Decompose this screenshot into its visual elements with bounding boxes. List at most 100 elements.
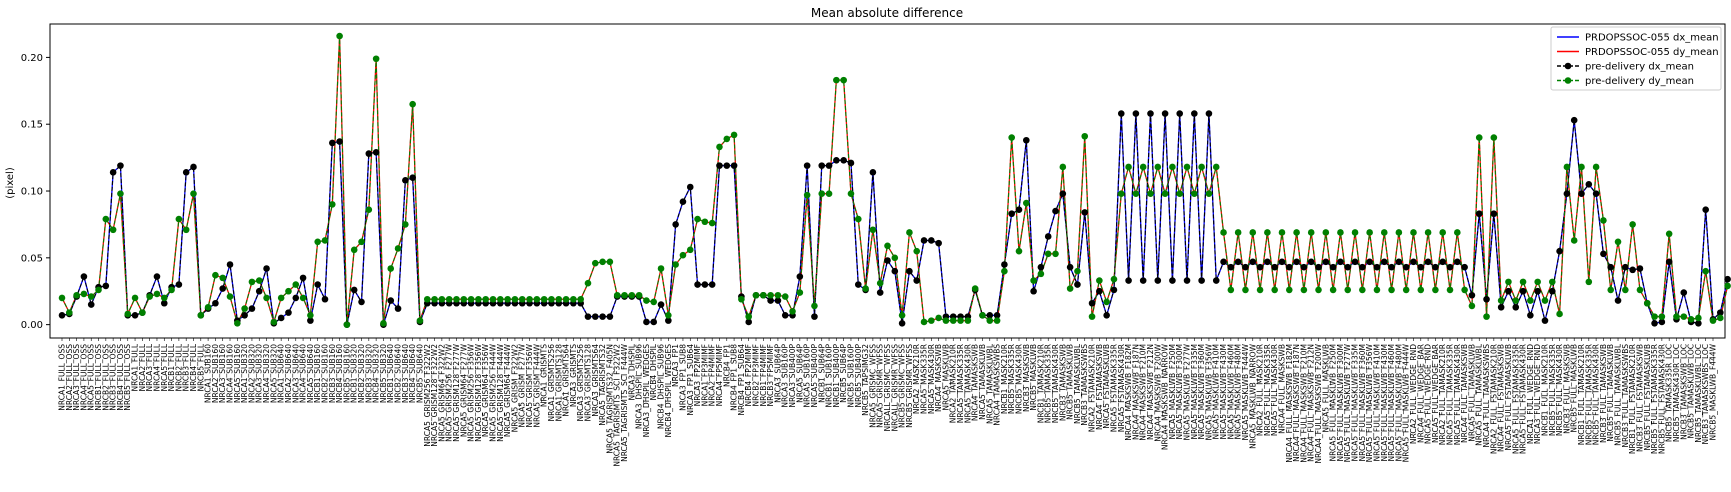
series-point-3: [833, 76, 840, 84]
x-tick-label: NRCA1_FULL_WEDGE_RND: [1526, 344, 1535, 444]
series-point-3: [1614, 238, 1622, 246]
x-tick-label: NRCA5_TAMASKLWBL: [985, 343, 994, 424]
series-point-3: [701, 218, 709, 226]
x-tick-label: NRCB5_FULL_TAMASKLWBL: [1614, 343, 1623, 446]
x-tick-label: NRCA3_FP1_SUB8: [678, 344, 687, 411]
series-point-2: [986, 311, 994, 319]
x-tick-label: NRCA5_GRISM_F444W: [532, 343, 541, 427]
x-tick-label: NRCB1_MASK210R: [1000, 344, 1009, 414]
series-point-3: [1527, 297, 1534, 304]
series-point-3: [299, 294, 307, 302]
x-tick-label: NRCA3_GRISMTS256: [576, 344, 585, 422]
x-tick-label: NRCB5_TAMASK335R_LOC: [1665, 344, 1674, 442]
series-point-3: [650, 298, 658, 306]
series-point-3: [971, 285, 979, 292]
series-point-3: [1417, 286, 1425, 294]
x-tick-label: NRCB5_SUB400P: [854, 344, 863, 408]
x-tick-label: NRCA4_FULL_TAMASKSWB: [1460, 344, 1469, 443]
x-tick-label: NRCB1_FULL_MASK210R: [1540, 344, 1549, 436]
x-tick-label: NRCA5_TAMASKLWB: [978, 344, 987, 420]
x-tick-label: NRCA2_TAMASK210R: [949, 344, 958, 423]
series-point-3: [1622, 286, 1629, 294]
x-tick-label: NRCA4_FULL_FSTAMASKSWB: [1497, 344, 1506, 452]
series-point-3: [1081, 132, 1089, 140]
series-point-2: [1066, 263, 1074, 271]
x-tick-label: NRCB5_TAMASKLWBL: [1073, 343, 1082, 424]
x-tick-label: NRCA5_FULL_FSTAMASK335R: [1511, 344, 1520, 454]
x-tick-label: NRCA5_GRISM_F322W2: [510, 344, 519, 433]
x-tick-label: NRCA5_MASKLWB_F480M: [1234, 344, 1243, 440]
series-point-2: [993, 311, 1001, 319]
series-point-3: [606, 258, 614, 266]
x-tick-label: NRCB3_FULL_TAMASKSWB: [1599, 344, 1608, 443]
x-tick-label: NRCA5_MASKLWB_F300M: [1175, 344, 1184, 440]
x-tick-label: NRCA5_MASKLWB_F444W: [1241, 343, 1250, 440]
series-point-3: [1373, 286, 1381, 294]
series-point-2: [1490, 210, 1498, 218]
x-tick-label: NRCA5_FULL_MASKLWB_F410M: [1372, 344, 1381, 461]
series-point-2: [672, 221, 679, 228]
series-point-2: [1074, 281, 1081, 288]
series-point-3: [1651, 313, 1658, 320]
x-tick-label: NRCB4_SUB160: [335, 344, 344, 403]
x-tick-label: NRCA5_FULL_FSTAMASK430R: [1519, 344, 1528, 454]
series-point-3: [314, 238, 321, 246]
series-point-3: [1147, 190, 1154, 197]
x-tick-label: NRCB5_TAMASKLWBL_LOC: [1694, 344, 1703, 443]
legend-marker-2: [1564, 62, 1572, 70]
series-point-3: [1300, 286, 1308, 294]
series-point-3: [321, 237, 329, 244]
series-point-3: [1023, 199, 1030, 207]
y-tick-label: 0.15: [21, 120, 43, 131]
series-point-2: [1044, 233, 1052, 240]
x-tick-label: NRCB5_TAMASK430R: [1051, 344, 1060, 423]
series-point-2: [1008, 210, 1015, 218]
x-tick-label: NRCA5_GRISM64_F277W: [459, 343, 468, 437]
x-tick-label: NRCB2_FP3MIMF: [752, 344, 761, 406]
x-tick-label: NRCB1_FULL_FSTAMASK210R: [1628, 344, 1637, 454]
x-tick-label: NRCA1_SUB160: [204, 344, 213, 403]
series-point-2: [818, 162, 826, 169]
series-point-3: [1117, 190, 1125, 197]
x-tick-label: NRCB1_SUB160: [313, 344, 322, 403]
series-point-2: [643, 318, 650, 326]
series-point-2: [248, 305, 256, 312]
x-tick-label: NRCA5_MASKLWB_F360M: [1197, 344, 1206, 440]
x-tick-label: NRCA5_GRISM256_F322W2: [423, 344, 432, 447]
x-tick-label: NRCA3_FP1: [671, 344, 680, 387]
x-tick-label: NRCB5_SUB160: [342, 344, 351, 403]
series-point-3: [1424, 229, 1432, 236]
series-point-3: [1030, 277, 1037, 284]
y-tick-label: 0.10: [21, 187, 43, 198]
series-point-3: [402, 221, 409, 228]
x-tick-label: NRCA2_MASK210R: [912, 344, 921, 414]
series-point-2: [1417, 263, 1425, 271]
x-tick-label: NRCA5_FULL_MASKLWB_F356W: [1365, 343, 1374, 462]
x-tick-label: NRCA5_FULL_MASK335R: [1263, 344, 1272, 436]
x-tick-label: NRCB3_FULL: [182, 343, 191, 391]
series-point-3: [80, 290, 88, 298]
series-point-3: [767, 291, 774, 299]
series-point-3: [672, 261, 679, 268]
series-point-2: [1483, 295, 1490, 303]
x-tick-label: NRCB2_FULL: [174, 343, 183, 391]
series-point-2: [679, 198, 687, 206]
series-point-2: [650, 318, 658, 326]
series-point-2: [1161, 110, 1169, 117]
x-tick-label: NRCA5_FULL_WEDGE_RND: [1424, 344, 1433, 444]
series-point-3: [635, 291, 643, 299]
x-tick-label: NRCA4_SUB320: [262, 344, 271, 403]
series-point-2: [387, 297, 395, 304]
series-point-3: [1256, 286, 1264, 294]
series-point-3: [124, 310, 132, 318]
x-tick-label: NRCA5_TAGRISMTS32_F405N: [605, 344, 614, 454]
series-point-3: [825, 190, 833, 197]
series-point-3: [665, 311, 672, 319]
x-tick-label: NRCB1_FULL_OSS: [94, 344, 103, 411]
series-point-3: [1439, 229, 1447, 236]
series-point-3: [102, 215, 110, 223]
series-point-2: [1191, 110, 1198, 117]
x-tick-label: NRCA2_FULL_MASK210R: [1256, 344, 1265, 436]
x-tick-label: NRCB4_DHSPIL_WEDGES: [664, 344, 673, 438]
x-tick-label: NRCA1_FULL_OSS: [58, 344, 67, 411]
